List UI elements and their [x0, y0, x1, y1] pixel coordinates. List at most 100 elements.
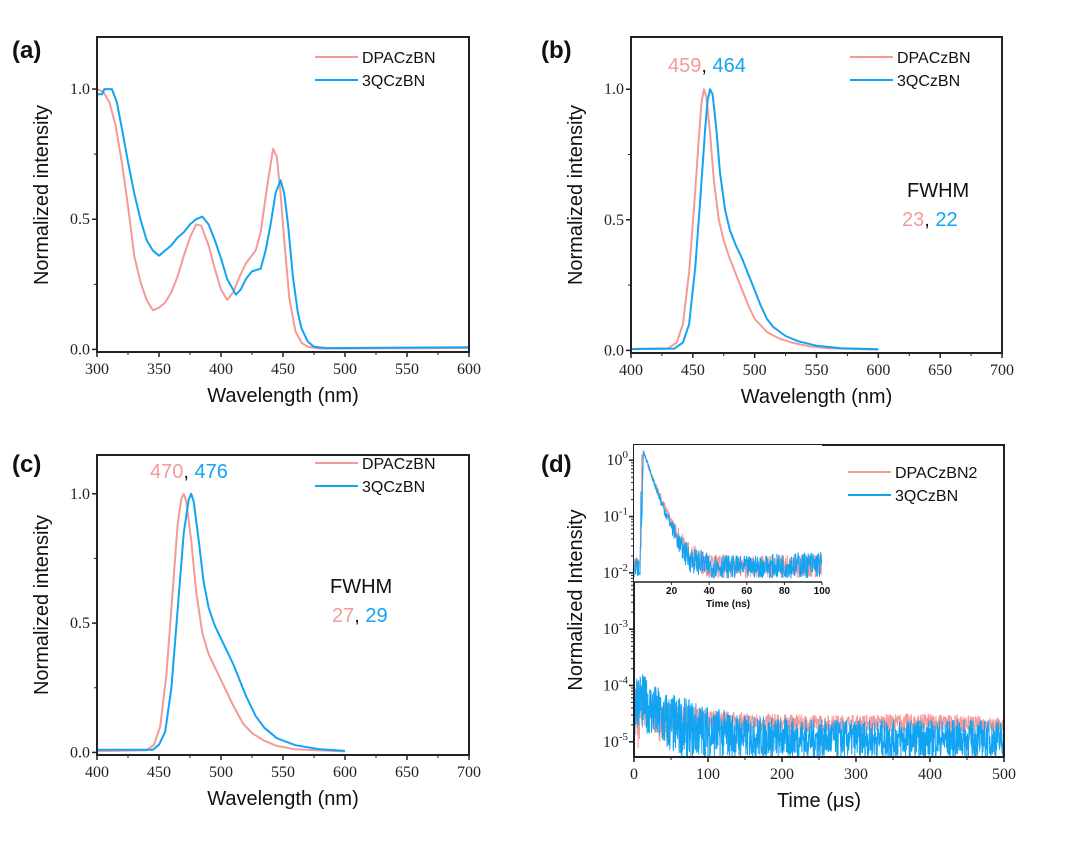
y-tick-exponent: -1: [619, 506, 628, 518]
inset-x-tick-label: 100: [814, 586, 831, 597]
y-tick-label: 0.0: [70, 744, 90, 761]
x-axis-label: Wavelength (nm): [207, 385, 359, 407]
legend-label-3QCzBN: 3QCzBN: [895, 488, 958, 505]
y-tick-label: 0.5: [604, 212, 624, 229]
y-tick-label: 0.0: [604, 342, 624, 359]
peak-value-DPACzBN: 459: [668, 55, 701, 77]
x-tick-label: 700: [457, 764, 481, 781]
y-tick-label: 10-3: [603, 618, 629, 638]
x-tick-label: 100: [696, 766, 720, 783]
legend: DPACzBN 3QCzBN: [315, 50, 436, 90]
x-tick-label: 600: [333, 764, 357, 781]
x-tick-label: 550: [271, 764, 295, 781]
x-axis-label: Time (μs): [777, 790, 861, 812]
legend-label-3QCzBN: 3QCzBN: [897, 73, 960, 90]
inset-plot-area: [634, 449, 822, 580]
y-tick-label: 1.0: [604, 81, 624, 98]
y-tick-label: 100: [607, 449, 629, 469]
inset-x-tick-label: 60: [741, 586, 753, 597]
y-axis-label: Normalized intensity: [31, 105, 53, 285]
plot-area: [631, 88, 879, 351]
y-axis-label: Normalized Intensity: [565, 509, 587, 690]
peak-value-DPACzBN: 470: [150, 461, 183, 483]
y-tick-label: 1.0: [70, 486, 90, 503]
x-tick-label: 650: [395, 764, 419, 781]
y-tick-label: 0.5: [70, 615, 90, 632]
fwhm-value-3QCzBN: 22: [935, 209, 957, 231]
y-tick-label: 0.0: [70, 341, 90, 358]
series-line-DPACzBN: [97, 492, 346, 753]
x-tick-label: 550: [805, 362, 829, 379]
legend: DPACzBN2 3QCzBN: [848, 465, 977, 505]
x-tick-label: 600: [457, 361, 481, 378]
series-line-3QCzBN: [97, 492, 346, 752]
inset-plot: 20 40 60 80 100 Time (ns): [634, 445, 831, 610]
plot-area: [97, 88, 469, 350]
series-line-3QCzBN: [631, 88, 879, 351]
peak-annotation: 470, 476: [150, 461, 228, 483]
fwhm-separator: ,: [354, 605, 365, 627]
legend: DPACzBN 3QCzBN: [850, 50, 971, 90]
legend: DPACzBN 3QCzBN: [315, 456, 436, 496]
x-tick-label: 450: [147, 764, 171, 781]
inset-series-line-3QCzBN: [634, 450, 822, 580]
x-tick-label: 400: [619, 362, 643, 379]
legend-label-DPACzBN2: DPACzBN2: [895, 465, 977, 482]
x-tick-label: 400: [85, 764, 109, 781]
fwhm-value-DPACzBN: 27: [332, 605, 354, 627]
x-tick-label: 350: [147, 361, 171, 378]
panel-b: (b) 400 450 500 550 600 650 700 0.0 0.5 1.0 Wavelen…: [541, 36, 1014, 408]
legend-label-3QCzBN: 3QCzBN: [362, 479, 425, 496]
fwhm-value-3QCzBN: 29: [365, 605, 387, 627]
inset-x-tick-label: 80: [779, 586, 791, 597]
x-tick-label: 450: [681, 362, 705, 379]
peak-separator: ,: [183, 461, 194, 483]
peak-value-3QCzBN: 464: [713, 55, 746, 77]
series-line-3QCzBN: [97, 88, 469, 350]
x-tick-label: 500: [333, 361, 357, 378]
x-tick-label: 400: [209, 361, 233, 378]
series-line-DPACzBN: [631, 88, 879, 351]
axes-frame: [96, 454, 470, 756]
y-tick-label: 10-5: [603, 731, 629, 751]
fwhm-values: 27, 29: [332, 605, 388, 627]
fwhm-separator: ,: [924, 209, 935, 231]
panel-label: (c): [12, 451, 41, 478]
y-axis-label: Normalized intensity: [31, 515, 53, 695]
series-line-DPACzBN: [97, 88, 469, 350]
x-tick-label: 300: [85, 361, 109, 378]
x-axis-label: Wavelength (nm): [207, 788, 359, 810]
inset-x-axis-label: Time (ns): [706, 599, 750, 610]
fwhm-value-DPACzBN: 23: [902, 209, 924, 231]
x-axis-label: Wavelength (nm): [741, 386, 893, 408]
peak-separator: ,: [701, 55, 712, 77]
y-tick-label: 10-1: [603, 506, 628, 526]
x-tick-label: 500: [209, 764, 233, 781]
legend-label-DPACzBN: DPACzBN: [362, 50, 436, 67]
x-tick-label: 500: [992, 766, 1016, 783]
fwhm-title: FWHM: [330, 576, 392, 598]
panel-c: (c) 400 450 500 550 600 650 700 0.0 0.5 1.0 Wavelen…: [12, 451, 481, 810]
x-tick-label: 600: [866, 362, 890, 379]
x-tick-label: 700: [990, 362, 1014, 379]
legend-label-DPACzBN: DPACzBN: [897, 50, 971, 67]
y-tick-exponent: -5: [619, 731, 629, 743]
panel-label: (a): [12, 37, 41, 64]
x-tick-label: 0: [630, 766, 638, 783]
y-tick-exponent: -2: [619, 562, 628, 574]
x-tick-label: 550: [395, 361, 419, 378]
plot-area: [97, 492, 346, 753]
inset-x-tick-label: 20: [666, 586, 678, 597]
series-line-3QCzBN: [634, 674, 1004, 757]
peak-annotation: 459, 464: [668, 55, 746, 77]
plot-area: [634, 667, 1004, 757]
y-tick-exponent: -3: [619, 618, 629, 630]
y-tick-label: 0.5: [70, 211, 90, 228]
y-tick-label: 1.0: [70, 81, 90, 98]
inset-x-tick-label: 40: [704, 586, 716, 597]
fwhm-values: 23, 22: [902, 209, 958, 231]
legend-label-DPACzBN: DPACzBN: [362, 456, 436, 473]
y-axis-label: Normalized intensity: [565, 105, 587, 285]
fwhm-title: FWHM: [907, 180, 969, 202]
